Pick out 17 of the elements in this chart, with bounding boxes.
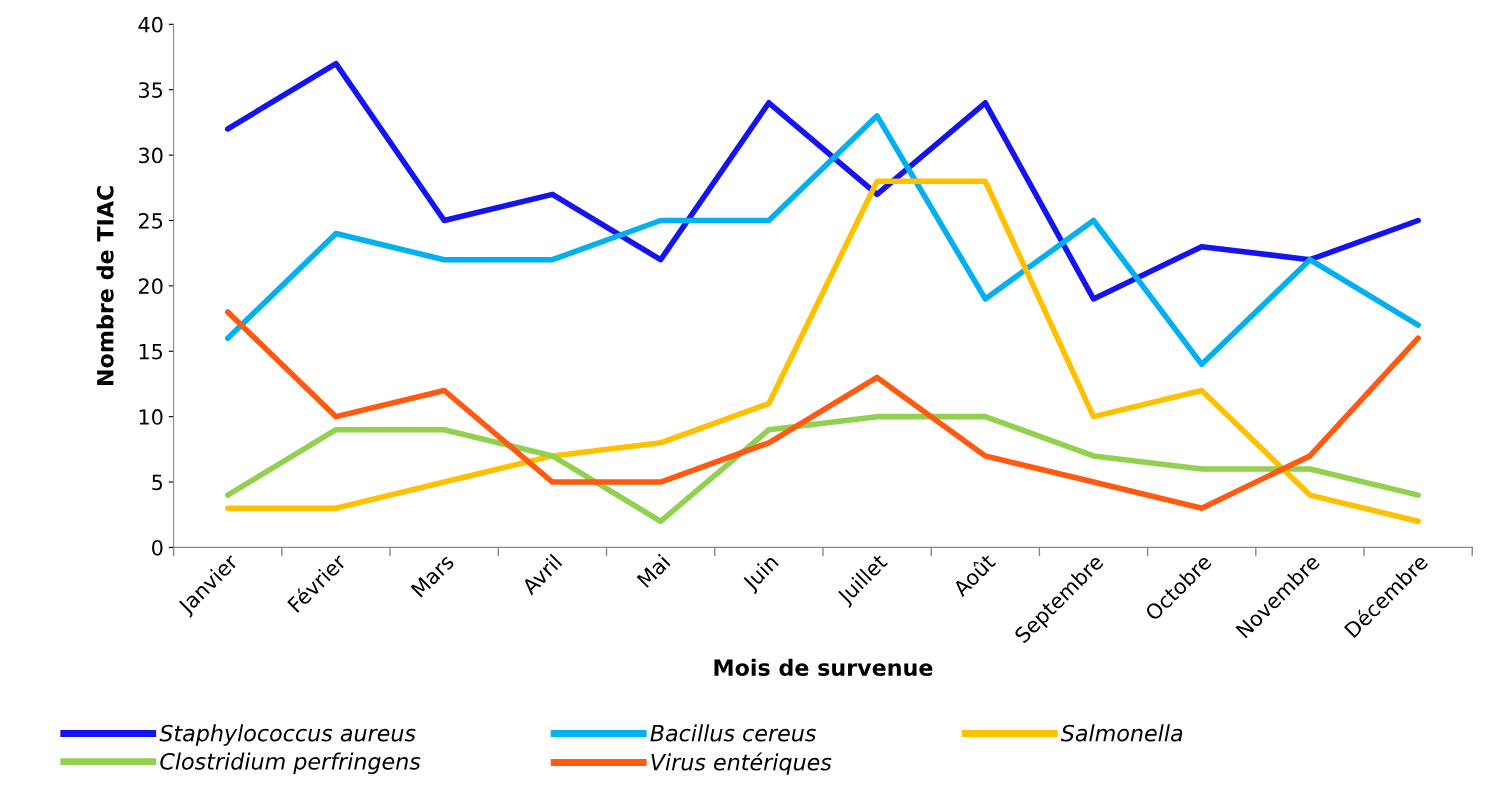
legend-label: Bacillus cereus: [650, 724, 816, 742]
y-tick-label: 10: [139, 409, 163, 425]
legend-label: Salmonella: [1060, 724, 1183, 742]
legend-label: Clostridium perfringens: [160, 752, 421, 775]
x-axis-title: Mois de survenue: [714, 658, 933, 676]
y-axis-title: Nombre de TIAC: [96, 186, 114, 386]
y-tick-label: 40: [138, 16, 163, 33]
legend-label: Virus entériques: [651, 752, 832, 775]
y-tick-label: 30: [139, 147, 163, 164]
y-tick-label: 35: [139, 82, 163, 98]
y-tick-label: 25: [138, 212, 163, 229]
y-tick-label: 20: [138, 278, 163, 295]
y-tick-label: 15: [139, 343, 163, 360]
y-tick-label: 0: [152, 539, 163, 556]
x-tick-label: Mai: [636, 553, 671, 589]
legend-label: Staphylococcus aureus: [159, 724, 416, 746]
y-tick-label: 5: [152, 474, 163, 491]
